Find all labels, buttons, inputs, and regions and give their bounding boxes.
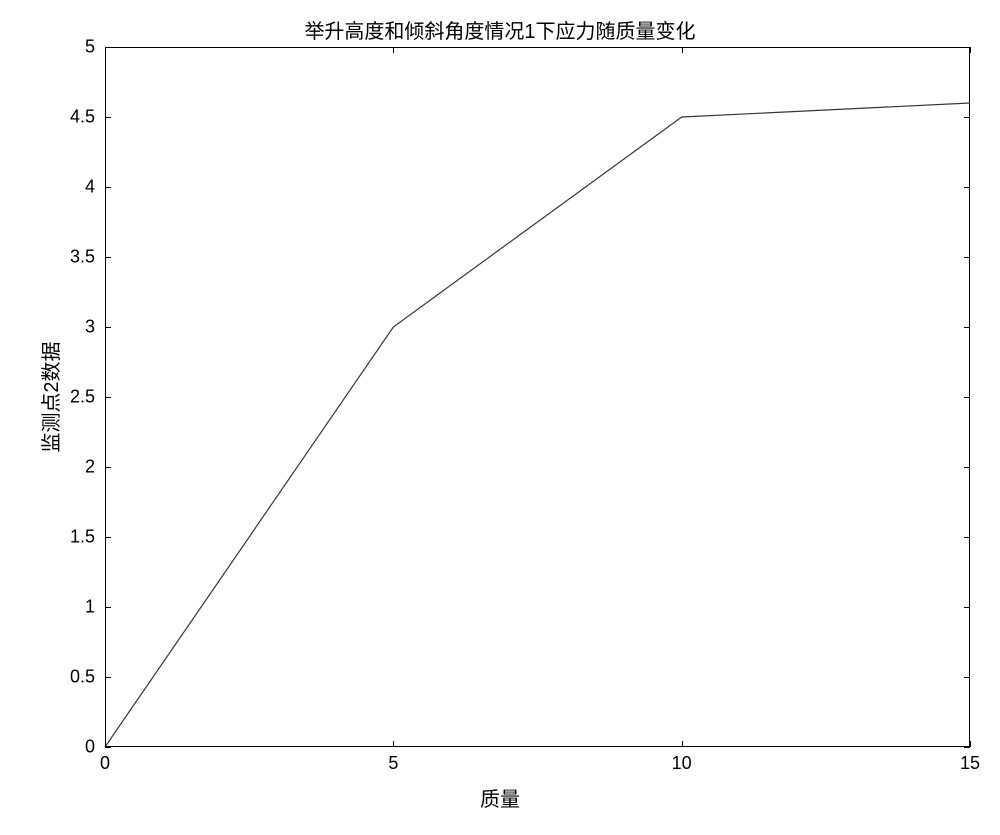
x-tick-mark (970, 47, 971, 53)
x-axis-label: 质量 (0, 783, 1000, 812)
y-tick-mark (964, 607, 970, 608)
y-tick-label: 1 (55, 597, 95, 618)
x-tick-label: 10 (672, 753, 692, 774)
y-tick-mark (105, 47, 111, 48)
y-tick-mark (964, 327, 970, 328)
y-tick-label: 2.5 (55, 387, 95, 408)
y-tick-mark (964, 467, 970, 468)
y-tick-label: 0 (55, 737, 95, 758)
y-tick-mark (964, 537, 970, 538)
y-tick-mark (105, 257, 111, 258)
x-tick-label: 15 (960, 753, 980, 774)
x-tick-mark (970, 741, 971, 747)
chart-container: 举升高度和倾斜角度情况1下应力随质量变化 质量 监测点2数据 051015 00… (0, 0, 1000, 835)
x-tick-label: 0 (100, 753, 110, 774)
y-tick-mark (105, 467, 111, 468)
y-tick-mark (964, 397, 970, 398)
x-tick-mark (682, 47, 683, 53)
y-tick-mark (964, 257, 970, 258)
y-tick-mark (105, 537, 111, 538)
x-tick-mark (393, 741, 394, 747)
y-tick-mark (105, 397, 111, 398)
y-tick-mark (105, 187, 111, 188)
y-tick-label: 2 (55, 457, 95, 478)
data-line (105, 103, 970, 747)
y-tick-label: 1.5 (55, 527, 95, 548)
y-tick-label: 3 (55, 317, 95, 338)
y-tick-label: 4.5 (55, 107, 95, 128)
y-tick-label: 3.5 (55, 247, 95, 268)
y-tick-mark (964, 117, 970, 118)
y-tick-mark (964, 187, 970, 188)
y-tick-mark (964, 677, 970, 678)
y-tick-mark (964, 747, 970, 748)
x-tick-mark (393, 47, 394, 53)
y-tick-mark (105, 327, 111, 328)
line-series (0, 0, 1000, 835)
y-tick-label: 5 (55, 37, 95, 58)
y-tick-label: 0.5 (55, 667, 95, 688)
y-tick-mark (105, 677, 111, 678)
x-tick-label: 5 (388, 753, 398, 774)
x-tick-mark (682, 741, 683, 747)
y-tick-mark (105, 607, 111, 608)
y-tick-mark (105, 747, 111, 748)
y-tick-mark (964, 47, 970, 48)
y-tick-label: 4 (55, 177, 95, 198)
y-tick-mark (105, 117, 111, 118)
